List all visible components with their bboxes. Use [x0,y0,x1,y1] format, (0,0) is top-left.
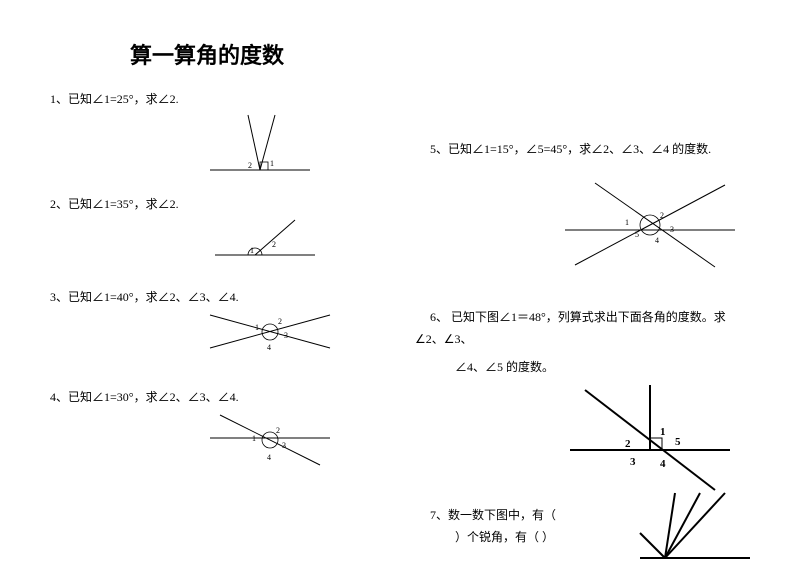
svg-text:3: 3 [630,456,636,468]
problem-6-line3: ∠4、∠5 的度数。 [455,358,554,376]
svg-text:2: 2 [248,161,252,170]
problem-2: 2、已知∠1=35°，求∠2. [50,195,179,213]
diagram-6: 1 2 3 4 5 [560,380,740,499]
svg-text:1: 1 [255,323,259,332]
svg-text:3: 3 [284,331,288,340]
svg-text:2: 2 [660,211,664,220]
svg-text:5: 5 [675,436,681,448]
diagram-2: 1 2 [200,215,330,274]
diagram-5: 1 2 3 4 5 [555,175,745,279]
problem-5: 5、已知∠1=15°，∠5=45°，求∠2、∠3、∠4 的度数. [430,140,711,158]
svg-text:1: 1 [270,159,274,168]
svg-text:1: 1 [625,218,629,227]
svg-text:4: 4 [655,236,659,245]
diagram-3: 1 2 3 4 [200,300,340,369]
svg-text:2: 2 [276,426,280,435]
page-title: 算一算角的度数 [130,38,284,70]
svg-text:4: 4 [267,343,271,352]
svg-text:1: 1 [250,246,254,255]
diagram-1: 2 1 [200,110,320,184]
svg-text:5: 5 [635,230,639,239]
problem-7-line1: 7、数一数下图中，有（ [430,506,556,524]
problem-6-line1: 6、 已知下图∠1＝48°，列算式求出下面各角的度数。求 [430,308,760,326]
svg-text:3: 3 [670,225,674,234]
svg-text:2: 2 [272,240,276,249]
svg-text:1: 1 [660,426,666,438]
svg-text:3: 3 [282,441,286,450]
diagram-4: 1 2 3 4 [200,410,340,489]
svg-text:1: 1 [252,434,256,443]
svg-text:2: 2 [278,317,282,326]
problem-1: 1、已知∠1=25°，求∠2. [50,90,179,108]
problem-4: 4、已知∠1=30°，求∠2、∠3、∠4. [50,388,239,406]
problem-7-line2: ）个锐角，有（ ） [455,528,554,546]
svg-text:4: 4 [267,453,271,462]
svg-text:2: 2 [625,438,631,450]
diagram-7 [625,488,755,570]
problem-6-line2: ∠2、∠3、 [415,330,473,348]
svg-text:4: 4 [660,458,666,470]
